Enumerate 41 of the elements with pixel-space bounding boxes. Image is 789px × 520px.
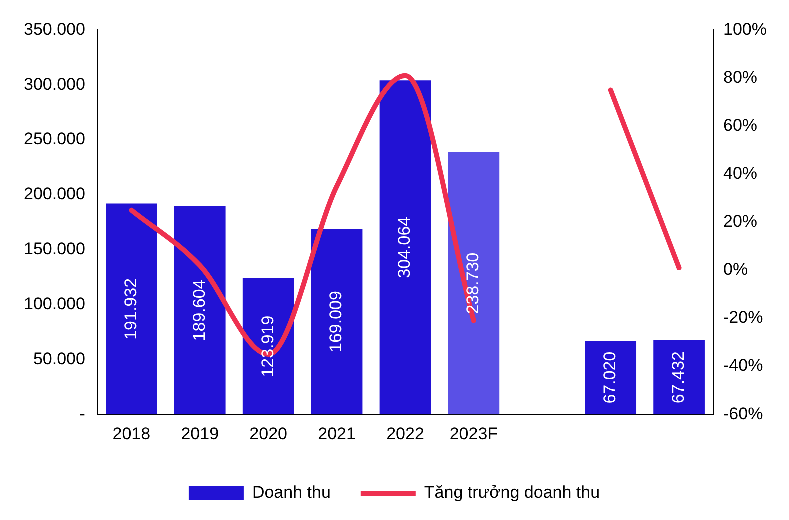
bar — [311, 228, 363, 415]
y-tick-label: 150.000 — [24, 240, 86, 259]
bar — [448, 152, 500, 415]
data-label: 238.730 — [464, 252, 483, 314]
y-tick-label: 200.000 — [24, 184, 86, 204]
y-tick-label: 100.000 — [24, 294, 86, 314]
bar — [380, 80, 432, 415]
legend-label: Doanh thu — [252, 483, 331, 502]
bar — [106, 204, 158, 415]
y-tick-label: 350.000 — [24, 20, 86, 39]
y2-tick-label: 80% — [724, 68, 758, 87]
bar — [242, 278, 294, 415]
y-tick-label: 250.000 — [24, 130, 86, 149]
y2-tick-label: -40% — [724, 356, 764, 376]
data-label: 67.432 — [668, 352, 688, 404]
y-tick-label: 50.000 — [33, 349, 86, 368]
data-label: 123.919 — [258, 316, 278, 378]
bar — [654, 340, 705, 415]
bar — [174, 206, 226, 415]
x-tick-label: 2023F — [450, 424, 498, 444]
y2-tick-label: 40% — [724, 164, 758, 184]
data-label: 189.604 — [190, 280, 209, 342]
x-tick-label: 2020 — [250, 424, 288, 444]
x-tick-label: 2022 — [386, 424, 424, 444]
y2-tick-label: 0% — [724, 260, 748, 280]
data-label: 67.020 — [600, 352, 620, 404]
y2-tick-label: 60% — [724, 116, 758, 135]
y-tick-label: - — [80, 404, 86, 424]
data-label: 304.064 — [395, 216, 414, 278]
y2-tick-label: -20% — [724, 308, 764, 328]
data-label: 191.932 — [121, 278, 140, 340]
y2-tick-label: 100% — [724, 20, 768, 39]
data-label: 169.009 — [326, 291, 346, 353]
y2-tick-label: 20% — [724, 212, 758, 232]
x-tick-label: 2019 — [181, 424, 220, 444]
bar — [585, 340, 637, 415]
legend-label: Tăng trưởng doanh thu — [424, 483, 600, 502]
y2-tick-label: -60% — [724, 404, 764, 424]
x-tick-label: 2018 — [112, 424, 151, 444]
y-tick-label: 300.000 — [24, 74, 86, 94]
x-tick-label: 2021 — [318, 424, 356, 444]
